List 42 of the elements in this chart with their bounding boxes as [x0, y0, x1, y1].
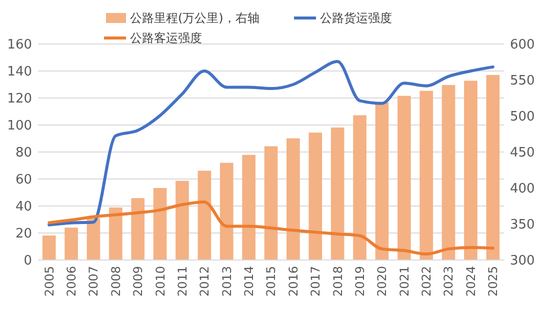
y-tick-label: 120 — [7, 92, 32, 107]
x-tick-label: 2005 — [42, 266, 56, 297]
x-tick-label: 2012 — [198, 266, 212, 297]
y2-tick-label: 550 — [510, 74, 535, 89]
x-tick-label: 2016 — [286, 266, 300, 297]
x-tick-label: 2023 — [442, 266, 456, 297]
x-tick-label: 2013 — [220, 266, 234, 297]
y-tick-label: 40 — [15, 200, 32, 215]
x-tick-label: 2020 — [375, 266, 390, 297]
x-tick-label: 2008 — [108, 266, 123, 297]
x-tick-label: 2017 — [308, 266, 323, 297]
x-tick-label: 2011 — [175, 266, 190, 297]
x-tick-label: 2025 — [486, 266, 500, 297]
y-tick-label: 160 — [7, 38, 32, 53]
x-tick-label: 2014 — [242, 266, 256, 297]
y-tick-label: 100 — [7, 118, 32, 134]
y2-tick-label: 500 — [510, 110, 535, 125]
x-tick-label: 2010 — [153, 266, 168, 297]
x-tick-label: 2024 — [464, 266, 478, 297]
y2-tick-label: 300 — [510, 254, 535, 269]
x-tick-label: 2007 — [86, 266, 101, 297]
x-tick-label: 2021 — [397, 266, 412, 297]
x-tick-label: 2019 — [352, 266, 367, 297]
legend-label: 公路客运强度 — [130, 31, 202, 46]
y-tick-label: 60 — [15, 172, 32, 188]
x-tick-label: 2009 — [131, 266, 146, 297]
y-tick-label: 0 — [24, 254, 32, 269]
legend-label: 公路货运强度 — [320, 11, 392, 26]
x-tick-label: 2015 — [264, 266, 278, 297]
line-series — [48, 60, 494, 226]
y-tick-label: 140 — [7, 64, 32, 80]
line-series — [48, 200, 494, 256]
legend-label: 公路里程(万公里)，右轴 — [130, 11, 260, 26]
y2-tick-label: 350 — [510, 218, 535, 233]
y-tick-label: 80 — [15, 146, 32, 161]
x-tick-label: 2022 — [420, 266, 434, 297]
y2-tick-label: 450 — [510, 146, 535, 161]
x-tick-label: 2006 — [64, 266, 78, 297]
y2-tick-label: 600 — [510, 38, 535, 53]
x-tick-label: 2018 — [330, 266, 345, 297]
y2-tick-label: 400 — [510, 182, 535, 197]
y-tick-label: 20 — [15, 226, 32, 242]
